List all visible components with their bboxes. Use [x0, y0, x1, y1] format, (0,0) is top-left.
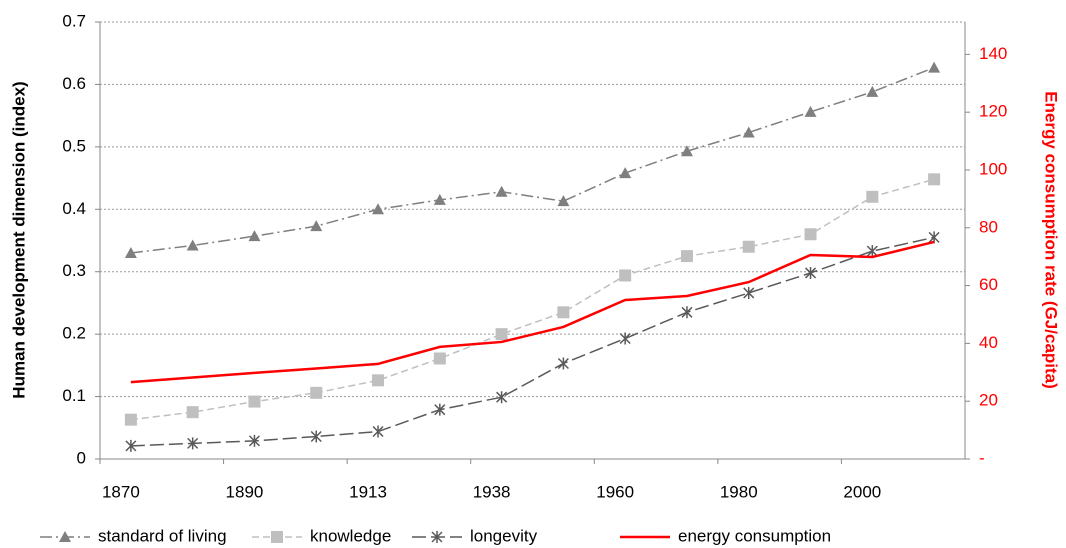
marker: [495, 185, 508, 197]
x-tick-label: 1980: [720, 482, 758, 501]
y2-tick-label: 100: [979, 159, 1007, 178]
marker: [866, 190, 879, 203]
marker: [619, 269, 632, 282]
marker: [433, 352, 446, 365]
marker: [431, 531, 443, 543]
x-tick-label: 2000: [843, 482, 881, 501]
series-line: [130, 240, 935, 384]
marker: [804, 105, 817, 117]
marker: [928, 61, 941, 73]
marker: [743, 286, 755, 299]
marker: [866, 85, 879, 97]
marker: [742, 126, 755, 138]
y2-tick-label: -: [979, 448, 985, 467]
y-tick-label: 0.4: [62, 199, 86, 218]
marker: [310, 220, 323, 232]
marker: [186, 239, 199, 251]
y2-tick-label: 40: [979, 333, 998, 352]
marker: [557, 357, 569, 370]
marker: [310, 430, 322, 443]
marker: [928, 231, 940, 244]
y2-tick-label: 60: [979, 275, 998, 294]
marker: [928, 173, 941, 186]
x-tick-label: 1890: [226, 482, 264, 501]
y2-tick-label: 80: [979, 217, 998, 236]
marker: [433, 193, 446, 205]
y2-tick-label: 140: [979, 44, 1007, 63]
marker: [619, 332, 631, 345]
y-tick-label: 0.1: [62, 386, 86, 405]
marker: [805, 266, 817, 279]
y-tick-label: 0.7: [62, 11, 86, 30]
legend-label: energy consumption: [678, 526, 831, 545]
x-tick-label: 1870: [102, 482, 140, 501]
marker: [310, 386, 323, 399]
marker: [742, 240, 755, 253]
marker: [125, 439, 137, 452]
marker: [372, 374, 385, 387]
marker: [186, 406, 199, 419]
series-line: [130, 66, 935, 254]
marker: [271, 531, 283, 543]
series-line: [130, 236, 935, 447]
legend-label: longevity: [470, 526, 538, 545]
marker: [557, 195, 570, 207]
marker: [372, 425, 384, 438]
y2-tick-label: 120: [979, 102, 1007, 121]
y2-tick-label: 20: [979, 391, 998, 410]
marker: [248, 395, 261, 408]
marker: [124, 246, 137, 258]
marker: [248, 230, 261, 242]
marker: [680, 250, 693, 263]
y-tick-label: 0.2: [62, 324, 86, 343]
legend-label: standard of living: [98, 526, 227, 545]
marker: [124, 413, 137, 426]
y-axis-label: Human development dimension (index): [9, 81, 28, 398]
x-tick-label: 1938: [473, 482, 511, 501]
x-tick-label: 1960: [596, 482, 634, 501]
marker: [372, 203, 385, 215]
x-tick-label: 1913: [349, 482, 387, 501]
marker: [866, 245, 878, 258]
marker: [557, 306, 570, 319]
legend-label: knowledge: [310, 526, 391, 545]
y-tick-label: 0.5: [62, 136, 86, 155]
marker: [59, 531, 71, 542]
marker: [619, 167, 632, 179]
y2-axis-label: Energy consumption rate (GJ/capita): [1042, 91, 1061, 389]
marker: [495, 328, 508, 341]
marker: [187, 437, 199, 450]
y-tick-label: 0.3: [62, 261, 86, 280]
marker: [681, 306, 693, 319]
marker: [680, 145, 693, 157]
y-tick-label: 0: [77, 448, 86, 467]
series-line: [130, 178, 935, 421]
marker: [804, 228, 817, 241]
marker: [248, 434, 260, 447]
y-tick-label: 0.6: [62, 74, 86, 93]
marker: [496, 391, 508, 404]
marker: [434, 403, 446, 416]
